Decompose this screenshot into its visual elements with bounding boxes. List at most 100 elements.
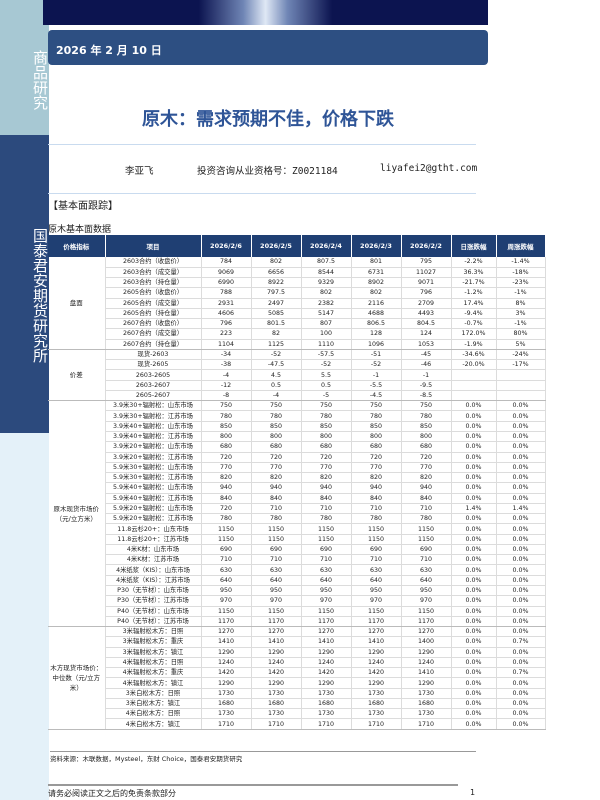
- value-cell: 1290: [251, 647, 302, 658]
- item-cell: 4米辐射松木方：镇江: [105, 677, 202, 689]
- value-cell: -23%: [496, 277, 546, 289]
- author-email[interactable]: liyafei2@gtht.com: [380, 163, 478, 174]
- table-row: 4米辐射松木方：镇江 1290 1290 1290 1290 1290 0.0% 0.0%: [48, 677, 546, 689]
- value-cell: 784: [201, 257, 252, 268]
- value-cell: 970: [301, 595, 352, 607]
- value-cell: -8.5: [401, 390, 452, 402]
- table-row: 3米白松木方：日照 1730 1730 1730 1730 1730 0.0% 0.0%: [48, 688, 546, 699]
- value-cell: 1730: [301, 708, 352, 720]
- value-cell: 1290: [401, 647, 452, 658]
- value-cell: 1400: [401, 636, 452, 648]
- item-cell: 5.9米30+辐射松：江苏市场: [105, 472, 202, 484]
- value-cell: 1680: [351, 698, 402, 710]
- value-cell: 0.0%: [451, 554, 497, 566]
- value-cell: 950: [251, 585, 302, 597]
- value-cell: 0.0%: [451, 616, 497, 628]
- value-cell: 0.0%: [451, 441, 497, 453]
- value-cell: 0.0%: [496, 606, 546, 617]
- value-cell: 1420: [251, 667, 302, 679]
- value-cell: 680: [401, 441, 452, 453]
- item-cell: P30（无节材）：山东市场: [105, 585, 202, 597]
- value-cell: 1290: [351, 677, 402, 689]
- value-cell: 0.0%: [496, 698, 546, 710]
- value-cell: 1410: [401, 667, 452, 679]
- value-cell: 0.0%: [496, 523, 546, 535]
- item-cell: 3米辐射松木方：日照: [105, 626, 202, 638]
- value-cell: -47.5: [251, 359, 302, 371]
- item-cell: 4米纸浆（KIS）：山东市场: [105, 564, 202, 576]
- value-cell: 840: [351, 493, 402, 504]
- item-cell: 3米白松木方：日照: [105, 688, 202, 699]
- value-cell: 1150: [351, 523, 402, 535]
- value-cell: 1240: [351, 657, 402, 669]
- value-cell: 100: [301, 328, 352, 340]
- value-cell: 1730: [351, 708, 402, 720]
- item-cell: 3.9米40+辐射松：江苏市场: [105, 431, 202, 443]
- value-cell: 970: [251, 595, 302, 607]
- item-cell: 现货-2605: [105, 359, 202, 371]
- value-cell: 0.0%: [451, 462, 497, 474]
- table-row: 3米辐射松木方：镇江 1290 1290 1290 1290 1290 0.0% 0.0%: [48, 647, 546, 658]
- value-cell: 1730: [251, 708, 302, 720]
- value-cell: 720: [201, 503, 252, 515]
- item-cell: 5.9米20+辐射松：山东市场: [105, 503, 202, 515]
- item-cell: 5.9米20+辐射松：江苏市场: [105, 513, 202, 525]
- item-cell: 2607合约（收盘价）: [105, 318, 202, 330]
- value-cell: 802: [351, 287, 402, 299]
- table-row: 4米辐射松木方：重庆 1420 1420 1420 1420 1410 0.0% 0.7%: [48, 667, 546, 679]
- value-cell: 1420: [351, 667, 402, 679]
- value-cell: 800: [401, 431, 452, 443]
- value-cell: 640: [401, 575, 452, 587]
- item-cell: 3.9米30+辐射松：江苏市场: [105, 410, 202, 422]
- table-row: 5.9米30+辐射松：江苏市场 820 820 820 820 820 0.0% 0.0%: [48, 472, 546, 484]
- item-cell: 2603合约（成交量）: [105, 267, 202, 279]
- table-row: 5.9米40+辐射松：山东市场 940 940 940 940 940 0.0% 0.0%: [48, 482, 546, 494]
- value-cell: 720: [201, 452, 252, 463]
- value-cell: 1730: [201, 688, 252, 699]
- value-cell: 770: [351, 462, 402, 474]
- value-cell: 0.0%: [496, 626, 546, 638]
- value-cell: -38: [201, 359, 252, 371]
- item-cell: 现货-2603: [105, 349, 202, 361]
- value-cell: 680: [301, 441, 352, 453]
- value-cell: 1150: [401, 534, 452, 545]
- value-cell: 4688: [351, 308, 402, 320]
- value-cell: 1270: [301, 626, 352, 638]
- value-cell: 0.0%: [451, 513, 497, 525]
- item-cell: P40（无节材）：江苏市场: [105, 616, 202, 628]
- table-row: P30（无节材）：江苏市场 970 970 970 970 970 0.0% 0.0%: [48, 595, 546, 607]
- value-cell: 80%: [496, 328, 546, 340]
- value-cell: 802: [301, 287, 352, 299]
- value-cell: 0.0%: [451, 606, 497, 617]
- value-cell: 850: [251, 421, 302, 433]
- value-cell: 710: [351, 554, 402, 566]
- item-cell: 4米白松木方：镇江: [105, 718, 202, 730]
- item-cell: 2607合约（持仓量）: [105, 339, 202, 350]
- value-cell: 5%: [496, 339, 546, 350]
- value-cell: 720: [251, 452, 302, 463]
- value-cell: 1096: [351, 339, 402, 350]
- table-row: 4米纸浆（KIS）：江苏市场 640 640 640 640 640 0.0% 0.0%: [48, 575, 546, 587]
- value-cell: -18%: [496, 267, 546, 279]
- value-cell: 750: [351, 400, 402, 412]
- value-cell: 710: [401, 554, 452, 566]
- value-cell: 0.0%: [496, 564, 546, 576]
- value-cell: 840: [301, 493, 352, 504]
- value-cell: -24%: [496, 349, 546, 361]
- value-cell: 0.0%: [496, 421, 546, 433]
- section-title: 【基本面跟踪】: [48, 201, 118, 212]
- value-cell: 1170: [301, 616, 352, 628]
- value-cell: 795: [401, 257, 452, 268]
- value-cell: 0.5: [251, 380, 302, 391]
- value-cell: 800: [201, 431, 252, 443]
- value-cell: 690: [301, 544, 352, 556]
- item-cell: 4米白松木方：日照: [105, 708, 202, 720]
- value-cell: 1150: [351, 606, 402, 617]
- value-cell: 1710: [351, 718, 402, 730]
- value-cell: 1290: [201, 677, 252, 689]
- item-cell: 3.9米20+辐射松：江苏市场: [105, 452, 202, 463]
- value-cell: 1290: [401, 677, 452, 689]
- header-banner: [43, 0, 488, 25]
- value-cell: -45: [401, 349, 452, 361]
- value-cell: -1: [401, 369, 452, 381]
